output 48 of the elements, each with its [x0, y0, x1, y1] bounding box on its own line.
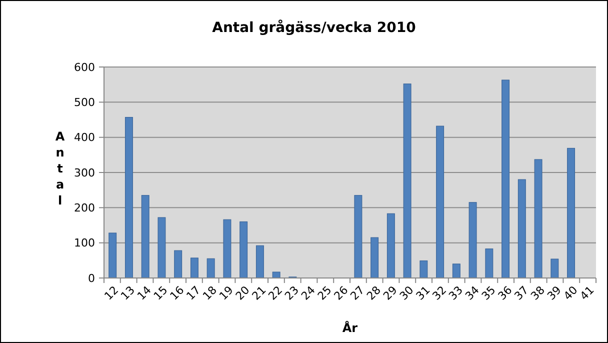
bar — [452, 264, 460, 278]
bar — [256, 245, 264, 278]
bar — [354, 195, 362, 278]
chart-title: Antal grågäss/vecka 2010 — [212, 19, 416, 36]
bar — [240, 221, 248, 278]
bar — [124, 116, 133, 278]
bar — [468, 202, 477, 278]
x-tick-label: 29 — [380, 284, 400, 303]
bar — [420, 260, 428, 278]
y-axis-title: Antal — [55, 130, 66, 208]
bar — [534, 159, 542, 278]
bar — [108, 232, 117, 278]
bar — [158, 217, 166, 278]
y-tick-label: 500 — [74, 96, 95, 110]
y-tick-label: 600 — [74, 60, 95, 74]
bar — [174, 250, 182, 278]
bar — [190, 258, 198, 278]
x-tick-label: 14 — [134, 284, 154, 303]
x-tick-label: 35 — [479, 284, 498, 303]
bar — [370, 237, 379, 278]
x-tick-label: 41 — [578, 284, 597, 303]
x-axis-title: År — [342, 320, 358, 335]
bar — [223, 219, 232, 278]
bar — [206, 258, 215, 278]
x-tick-label: 15 — [151, 284, 170, 303]
y-tick-label: 300 — [74, 166, 95, 180]
bar — [550, 258, 559, 278]
y-tick-label: 0 — [88, 272, 95, 285]
bar — [403, 84, 412, 278]
bar — [436, 126, 444, 278]
y-tick-label: 400 — [74, 131, 95, 144]
bar — [567, 148, 576, 278]
x-tick-label: 40 — [561, 284, 580, 303]
bar — [518, 179, 526, 278]
x-tick-label: 39 — [544, 284, 564, 303]
x-tick-label: 20 — [233, 284, 252, 303]
y-tick-label: 100 — [74, 236, 95, 250]
x-tick-label: 30 — [397, 284, 416, 303]
x-tick-label: 24 — [298, 284, 318, 303]
bar — [502, 80, 510, 278]
bar — [141, 195, 150, 278]
x-tick-label: 19 — [216, 284, 236, 303]
y-tick-label: 200 — [74, 202, 95, 215]
bar — [386, 213, 395, 278]
bar — [485, 248, 494, 278]
bar — [272, 272, 280, 278]
x-tick-label: 25 — [315, 284, 334, 303]
x-tick-label: 34 — [462, 284, 482, 303]
